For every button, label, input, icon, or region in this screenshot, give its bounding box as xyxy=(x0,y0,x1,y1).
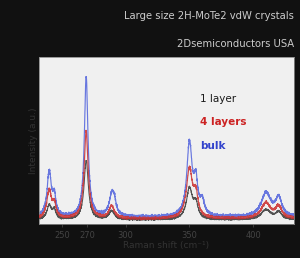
X-axis label: Raman shift (cm⁻¹): Raman shift (cm⁻¹) xyxy=(123,241,210,250)
Y-axis label: Intensity (a.u.): Intensity (a.u.) xyxy=(28,107,38,174)
Text: 1 layer: 1 layer xyxy=(200,94,236,104)
Text: bulk: bulk xyxy=(200,141,225,151)
Text: 2Dsemiconductors USA: 2Dsemiconductors USA xyxy=(177,39,294,49)
Text: Large size 2H-MoTe2 vdW crystals: Large size 2H-MoTe2 vdW crystals xyxy=(124,11,294,21)
Text: 4 layers: 4 layers xyxy=(200,117,246,127)
